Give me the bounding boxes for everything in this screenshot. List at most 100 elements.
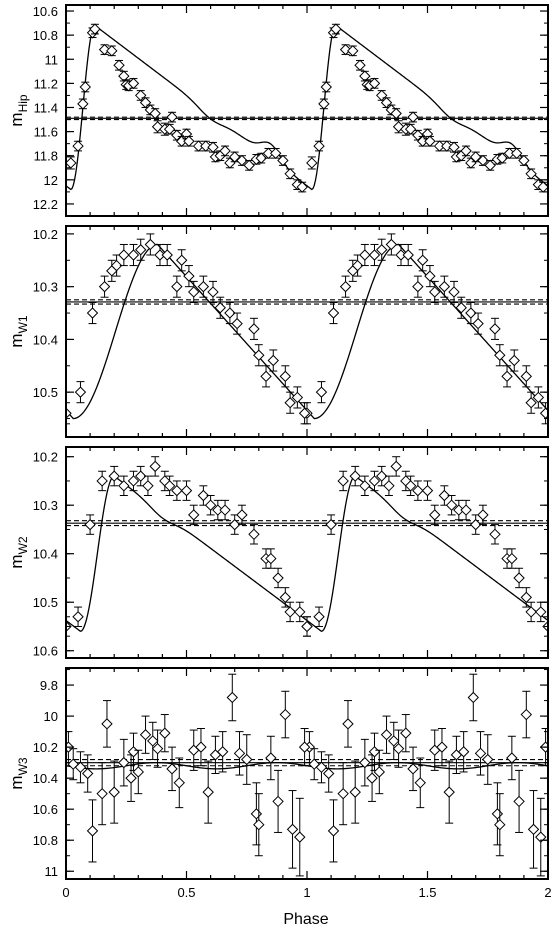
data-point <box>79 81 91 93</box>
diamond-marker <box>494 818 506 831</box>
y-tick-label: 10.5 <box>33 385 58 400</box>
data-point <box>96 470 108 492</box>
diamond-marker <box>366 772 378 784</box>
data-point <box>407 111 419 123</box>
data-point <box>74 381 87 404</box>
diamond-marker <box>77 98 89 110</box>
data-point <box>436 728 448 767</box>
y-tick-label: 10.6 <box>33 4 58 19</box>
data-point <box>241 734 253 785</box>
diamond-marker <box>383 480 395 492</box>
data-point <box>407 746 419 792</box>
diamond-marker <box>132 766 145 778</box>
diamond-marker <box>376 470 388 482</box>
panels-group: 10.610.81111.211.411.611.81212.2mHip10.2… <box>7 4 552 900</box>
data-point <box>518 154 530 167</box>
diamond-marker <box>228 518 241 531</box>
data-point <box>265 735 277 781</box>
diamond-marker <box>460 504 472 516</box>
data-point <box>474 731 487 776</box>
diamond-marker <box>489 323 501 335</box>
data-point <box>236 504 248 526</box>
data-point <box>330 23 342 35</box>
data-point <box>366 754 378 802</box>
data-point <box>508 349 520 372</box>
diamond-marker <box>204 499 217 511</box>
data-point <box>359 475 371 497</box>
data-point <box>72 606 84 627</box>
data-point <box>98 43 111 56</box>
data-point <box>506 548 518 569</box>
x-tick-label: 1.5 <box>418 885 436 900</box>
diamond-marker <box>135 470 147 482</box>
data-point <box>231 312 243 335</box>
y-tick-label: 11 <box>45 52 59 67</box>
diamond-marker <box>342 718 354 730</box>
data-point <box>322 754 335 793</box>
diamond-marker <box>163 480 176 492</box>
diamond-marker <box>195 741 207 753</box>
diamond-marker <box>236 509 248 521</box>
diamond-marker <box>298 407 311 419</box>
diamond-marker <box>294 831 306 843</box>
data-point <box>204 495 217 516</box>
data-point <box>351 254 364 277</box>
diamond-marker <box>510 147 523 160</box>
diamond-marker <box>482 753 494 766</box>
data-point <box>354 59 366 71</box>
data-point <box>443 760 455 824</box>
diamond-marker <box>98 280 111 293</box>
diamond-marker <box>241 753 253 766</box>
data-point <box>506 735 518 781</box>
data-point <box>142 475 154 497</box>
diamond-marker <box>166 763 178 775</box>
diamond-marker <box>327 825 340 837</box>
diamond-marker <box>125 772 137 784</box>
diamond-marker <box>477 509 489 521</box>
data-point <box>200 140 212 152</box>
diamond-marker <box>72 611 84 623</box>
diamond-marker <box>219 504 231 516</box>
diamond-marker <box>74 761 87 774</box>
y-tick-label: 11.6 <box>34 125 58 140</box>
data-point <box>219 145 231 157</box>
y-axis-label: mW1 <box>7 315 30 347</box>
diamond-marker <box>284 168 296 180</box>
diamond-marker <box>118 70 130 82</box>
diamond-marker <box>438 280 451 293</box>
diamond-marker <box>231 317 243 330</box>
data-point <box>171 129 183 141</box>
data-point <box>339 275 352 298</box>
data-point <box>296 181 308 193</box>
diamond-marker <box>74 386 87 398</box>
diamond-marker <box>86 307 99 319</box>
diamond-marker <box>197 280 210 293</box>
y-tick-label: 10.2 <box>33 450 58 465</box>
diamond-marker <box>110 259 123 272</box>
data-point <box>525 391 537 414</box>
data-point <box>453 499 465 521</box>
diamond-marker <box>339 280 352 293</box>
diamond-marker <box>253 818 265 831</box>
data-point <box>202 760 214 824</box>
diamond-marker <box>388 735 400 747</box>
data-point <box>390 456 402 477</box>
diamond-marker <box>337 787 349 800</box>
diamond-marker <box>84 518 96 531</box>
data-point <box>86 799 99 863</box>
data-point <box>265 548 277 569</box>
y-tick-label: 10.3 <box>33 498 58 513</box>
data-point <box>313 140 325 152</box>
diamond-marker <box>392 742 405 755</box>
data-point <box>180 480 193 501</box>
data-point <box>484 159 496 172</box>
data-point <box>539 402 548 425</box>
data-point <box>373 749 386 795</box>
diamond-marker <box>320 81 332 93</box>
diamond-marker <box>404 123 417 135</box>
data-point <box>327 799 340 863</box>
data-point <box>376 238 388 261</box>
diamond-marker <box>269 147 282 160</box>
y-tick-label: 10.5 <box>33 595 58 610</box>
